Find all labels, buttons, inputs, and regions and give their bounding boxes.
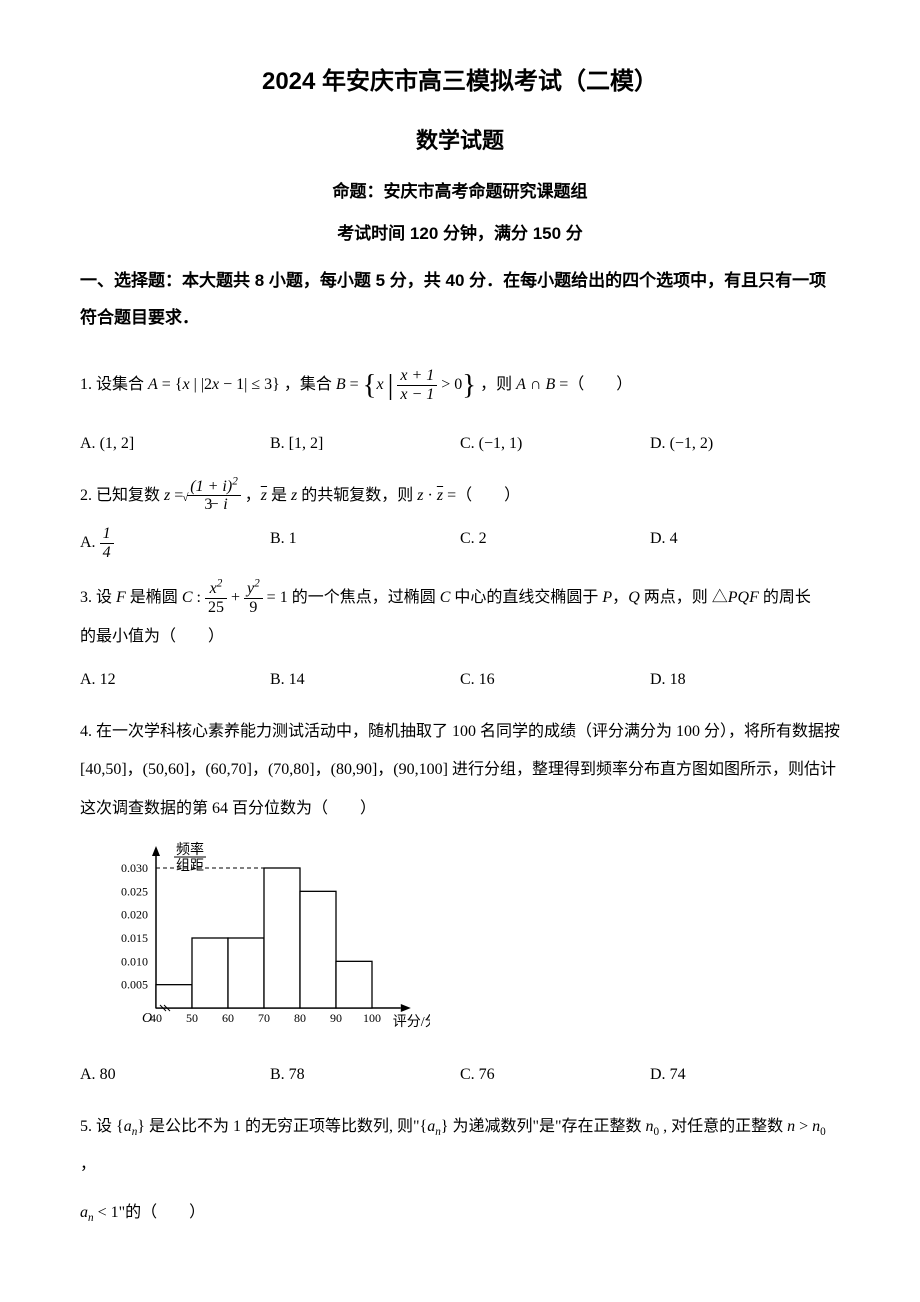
svg-text:70: 70 bbox=[258, 1011, 270, 1025]
q2-opt-b-label: B. bbox=[270, 530, 285, 547]
svg-text:0.025: 0.025 bbox=[121, 884, 148, 898]
q4-opt-a: 80 bbox=[100, 1066, 116, 1083]
question-2: 2. 已知复数 z = (1 + i)2 3 √− i ，z 是 z 的共轭复数… bbox=[80, 477, 840, 515]
page-title: 2024 年安庆市高三模拟考试（二模） bbox=[80, 60, 840, 103]
q4-num: 4. bbox=[80, 723, 92, 740]
q4-opt-b-label: B. bbox=[270, 1066, 285, 1083]
duration-line: 考试时间 120 分钟，满分 150 分 bbox=[80, 219, 840, 250]
q3-opt-b: 14 bbox=[289, 671, 305, 688]
q4-options: A. 80 B. 78 C. 76 D. 74 bbox=[80, 1061, 840, 1090]
svg-text:0.020: 0.020 bbox=[121, 908, 148, 922]
q2-opt-c: 2 bbox=[479, 530, 487, 547]
q1-opt-a-label: A. bbox=[80, 435, 96, 452]
svg-text:40: 40 bbox=[150, 1011, 162, 1025]
question-1: 1. 设集合 A = {x | |2x − 1| ≤ 3} ，集合 B = {x… bbox=[80, 351, 840, 420]
q4-opt-a-label: A. bbox=[80, 1066, 96, 1083]
q3-opt-d: 18 bbox=[670, 671, 686, 688]
q1-tail: ，则 A ∩ B =（ ） bbox=[480, 376, 632, 393]
svg-text:0.005: 0.005 bbox=[121, 978, 148, 992]
svg-text:60: 60 bbox=[222, 1011, 234, 1025]
question-4: 4. 在一次学科核心素养能力测试活动中，随机抽取了 100 名同学的成绩（评分满… bbox=[80, 713, 840, 828]
q2-opt-b: 1 bbox=[289, 530, 297, 547]
q4-opt-b: 78 bbox=[289, 1066, 305, 1083]
q3-opt-d-label: D. bbox=[650, 671, 666, 688]
q2-opt-c-label: C. bbox=[460, 530, 475, 547]
q2-options: A. 14 B. 1 C. 2 D. 4 bbox=[80, 525, 840, 561]
q4-opt-d: 74 bbox=[670, 1066, 686, 1083]
q1-opt-b: [1, 2] bbox=[289, 435, 324, 452]
q1-opt-c-label: C. bbox=[460, 435, 475, 452]
page-subtitle: 数学试题 bbox=[80, 121, 840, 161]
histogram-chart: 频率组距评分/分O0.0050.0100.0150.0200.0250.0304… bbox=[90, 838, 840, 1049]
q1-opt-a: (1, 2] bbox=[100, 435, 135, 452]
q3-opt-c: 16 bbox=[479, 671, 495, 688]
q2-opt-a: 14 bbox=[100, 525, 114, 561]
q1-opt-d: (−1, 2) bbox=[670, 435, 714, 452]
svg-text:100: 100 bbox=[363, 1011, 381, 1025]
q1-opt-b-label: B. bbox=[270, 435, 285, 452]
section-1-heading: 一、选择题：本大题共 8 小题，每小题 5 分，共 40 分．在每小题给出的四个… bbox=[80, 262, 840, 337]
histogram-svg: 频率组距评分/分O0.0050.0100.0150.0200.0250.0304… bbox=[90, 838, 430, 1038]
source-line: 命题：安庆市高考命题研究课题组 bbox=[80, 177, 840, 208]
svg-text:评分/分: 评分/分 bbox=[393, 1014, 430, 1030]
svg-text:90: 90 bbox=[330, 1011, 342, 1025]
svg-text:80: 80 bbox=[294, 1011, 306, 1025]
q4-opt-c: 76 bbox=[479, 1066, 495, 1083]
q4-opt-d-label: D. bbox=[650, 1066, 666, 1083]
svg-text:50: 50 bbox=[186, 1011, 198, 1025]
q1-num: 1. bbox=[80, 376, 92, 393]
svg-text:0.030: 0.030 bbox=[121, 861, 148, 875]
question-5: 5. 设 {an} 是公比不为 1 的无穷正项等比数列, 则"{an} 为递减数… bbox=[80, 1108, 840, 1185]
q4-opt-c-label: C. bbox=[460, 1066, 475, 1083]
q2-lead: 已知复数 bbox=[96, 487, 160, 504]
question-3: 3. 设 F 是椭圆 C : x225 + y29 = 1 的一个焦点，过椭圆 … bbox=[80, 579, 840, 656]
q3-tail: 的最小值为（ ） bbox=[80, 628, 224, 645]
q1-opt-c: (−1, 1) bbox=[479, 435, 523, 452]
q2-opt-a-label: A. bbox=[80, 534, 96, 551]
q1-opt-d-label: D. bbox=[650, 435, 666, 452]
q3-opt-a: 12 bbox=[100, 671, 116, 688]
q3-options: A. 12 B. 14 C. 16 D. 18 bbox=[80, 666, 840, 695]
svg-text:0.015: 0.015 bbox=[121, 931, 148, 945]
svg-text:组距: 组距 bbox=[176, 858, 204, 874]
q3-opt-c-label: C. bbox=[460, 671, 475, 688]
q3-opt-a-label: A. bbox=[80, 671, 96, 688]
q1-options: A. (1, 2] B. [1, 2] C. (−1, 1) D. (−1, 2… bbox=[80, 430, 840, 459]
q4-body: 在一次学科核心素养能力测试活动中，随机抽取了 100 名同学的成绩（评分满分为 … bbox=[80, 723, 840, 817]
q5-num: 5. bbox=[80, 1118, 92, 1135]
question-5-line2: an < 1"的（ ） bbox=[80, 1194, 840, 1232]
q2-opt-d: 4 bbox=[670, 530, 678, 547]
svg-text:0.010: 0.010 bbox=[121, 954, 148, 968]
q1-mid: ，集合 bbox=[284, 376, 332, 393]
q1-lead: 设集合 bbox=[96, 376, 144, 393]
q2-num: 2. bbox=[80, 487, 92, 504]
q3-opt-b-label: B. bbox=[270, 671, 285, 688]
q3-num: 3. bbox=[80, 589, 92, 606]
q2-opt-d-label: D. bbox=[650, 530, 666, 547]
svg-text:频率: 频率 bbox=[176, 841, 204, 858]
